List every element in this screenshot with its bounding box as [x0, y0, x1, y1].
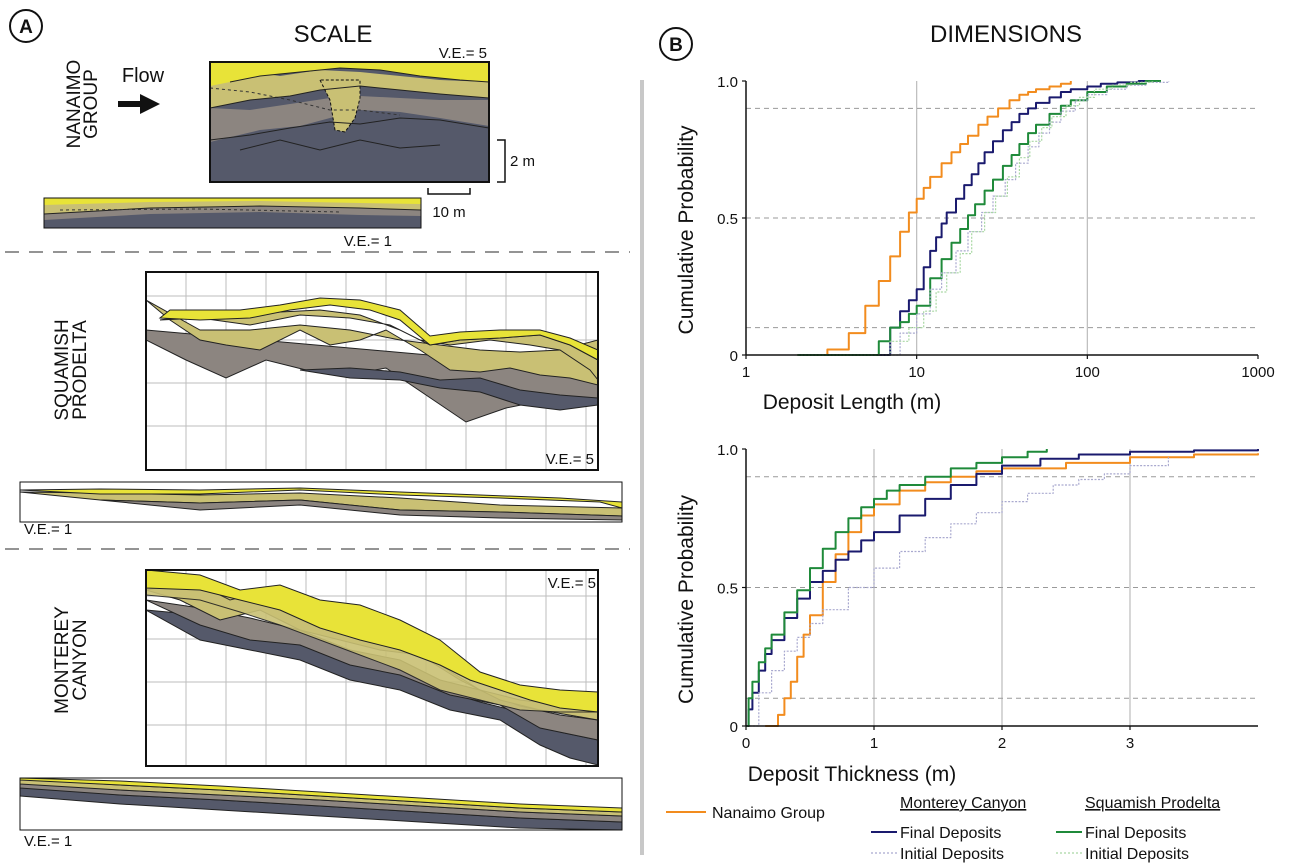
x-axis-label: Deposit Length (m) [763, 391, 942, 414]
x-tick-label: 100 [1075, 364, 1100, 381]
panel-b-title: DIMENSIONS [930, 21, 1082, 48]
squamish-section-ve5 [146, 272, 598, 470]
series-line-monterey-initial [746, 457, 1169, 727]
nanaimo-frame-ve1 [43, 197, 422, 229]
panel-a-title: SCALE [294, 21, 373, 48]
legend-label-squamish-initial: Initial Deposits [1085, 846, 1189, 863]
x-tick-label: 1000 [1241, 364, 1274, 381]
monterey-ve5-label: V.E.= 5 [548, 575, 596, 592]
squamish-ve5-label: V.E.= 5 [546, 451, 594, 468]
squamish-section-ve1 [20, 482, 622, 522]
squamish-frame-ve5 [145, 271, 599, 471]
panel-b-label: B [669, 35, 683, 56]
y-tick-label: 1.0 [717, 74, 738, 91]
y-tick-label: 1.0 [717, 442, 738, 459]
flow-arrowhead-icon [140, 94, 160, 114]
series-line-nanaimo [765, 453, 1259, 727]
monterey-ve1-label: V.E.= 1 [24, 833, 72, 850]
monterey-name-line2: CANYON [70, 619, 91, 700]
x-tick-label: 2 [998, 735, 1006, 752]
series-line-nanaimo [797, 81, 1072, 356]
legend-label-monterey-initial: Initial Deposits [900, 846, 1004, 863]
panel-b-badge [659, 27, 693, 61]
nanaimo-ve5-label: V.E.= 5 [439, 45, 487, 62]
deposit-length-chart: 1 10 100 1000 0 0.5 1.0 Deposit Length (m) Cumul… [675, 74, 1275, 414]
nanaimo-ve1-label: V.E.= 1 [344, 233, 392, 250]
monterey-frame-ve5 [145, 569, 599, 767]
series-line-monterey-final [878, 80, 1156, 356]
y-tick-label: 0 [730, 719, 738, 736]
series-line-squamish-initial [797, 81, 1153, 356]
nanaimo-section-ve1 [44, 198, 421, 228]
monterey-frame-ve1 [19, 777, 623, 831]
deposit-thickness-chart: 0 1 2 3 0 0.5 1.0 Deposit Thickness (m) Cumulati… [675, 442, 1259, 786]
panel-a-badge [9, 9, 43, 43]
legend-header-squamish: Squamish Prodelta [1085, 795, 1220, 812]
nanaimo-section-ve5 [210, 62, 489, 182]
y-axis-label: Cumulative Probability [675, 495, 698, 704]
squamish-name-line2: PRODELTA [70, 320, 91, 420]
x-tick-label: 3 [1126, 735, 1134, 752]
monterey-section-ve5 [146, 570, 598, 766]
legend: Nanaimo Group Monterey Canyon Final Depo… [666, 795, 1220, 863]
nanaimo-name-line1: NANAIMO [64, 60, 85, 149]
flow-label: Flow [122, 65, 165, 87]
squamish-name-line1: SQUAMISH [52, 319, 73, 420]
panel-a: A SCALE NANAIMO GROUP Flow V.E.= 5 2 m 1… [5, 9, 630, 850]
x-tick-label: 0 [742, 735, 750, 752]
horizontal-scale-label: 10 m [432, 204, 465, 221]
series-line-squamish-final [746, 449, 1048, 727]
x-axis-label: Deposit Thickness (m) [748, 763, 957, 786]
y-tick-label: 0 [730, 348, 738, 365]
vertical-scale-label: 2 m [510, 153, 535, 170]
series-line-monterey-initial [878, 81, 1170, 356]
y-axis-label: Cumulative Probability [675, 125, 698, 334]
panel-a-label: A [19, 17, 33, 38]
vertical-scale-bar [497, 139, 506, 183]
squamish-frame-ve1 [19, 481, 623, 523]
x-tick-label: 10 [908, 364, 925, 381]
y-tick-label: 0.5 [717, 581, 738, 598]
monterey-section-ve1 [20, 778, 622, 830]
monterey-name-line1: MONTEREY [52, 606, 73, 714]
squamish-ve1-label: V.E.= 1 [24, 521, 72, 538]
legend-label-monterey-final: Final Deposits [900, 825, 1001, 842]
legend-label-squamish-final: Final Deposits [1085, 825, 1186, 842]
nanaimo-name-line2: GROUP [81, 69, 102, 139]
nanaimo-frame-ve5 [209, 61, 490, 183]
x-tick-label: 1 [870, 735, 878, 752]
horizontal-scale-bar [427, 188, 471, 195]
legend-label-nanaimo: Nanaimo Group [712, 805, 825, 822]
legend-header-monterey: Monterey Canyon [900, 795, 1026, 812]
x-tick-label: 1 [742, 364, 750, 381]
y-tick-label: 0.5 [717, 211, 738, 228]
